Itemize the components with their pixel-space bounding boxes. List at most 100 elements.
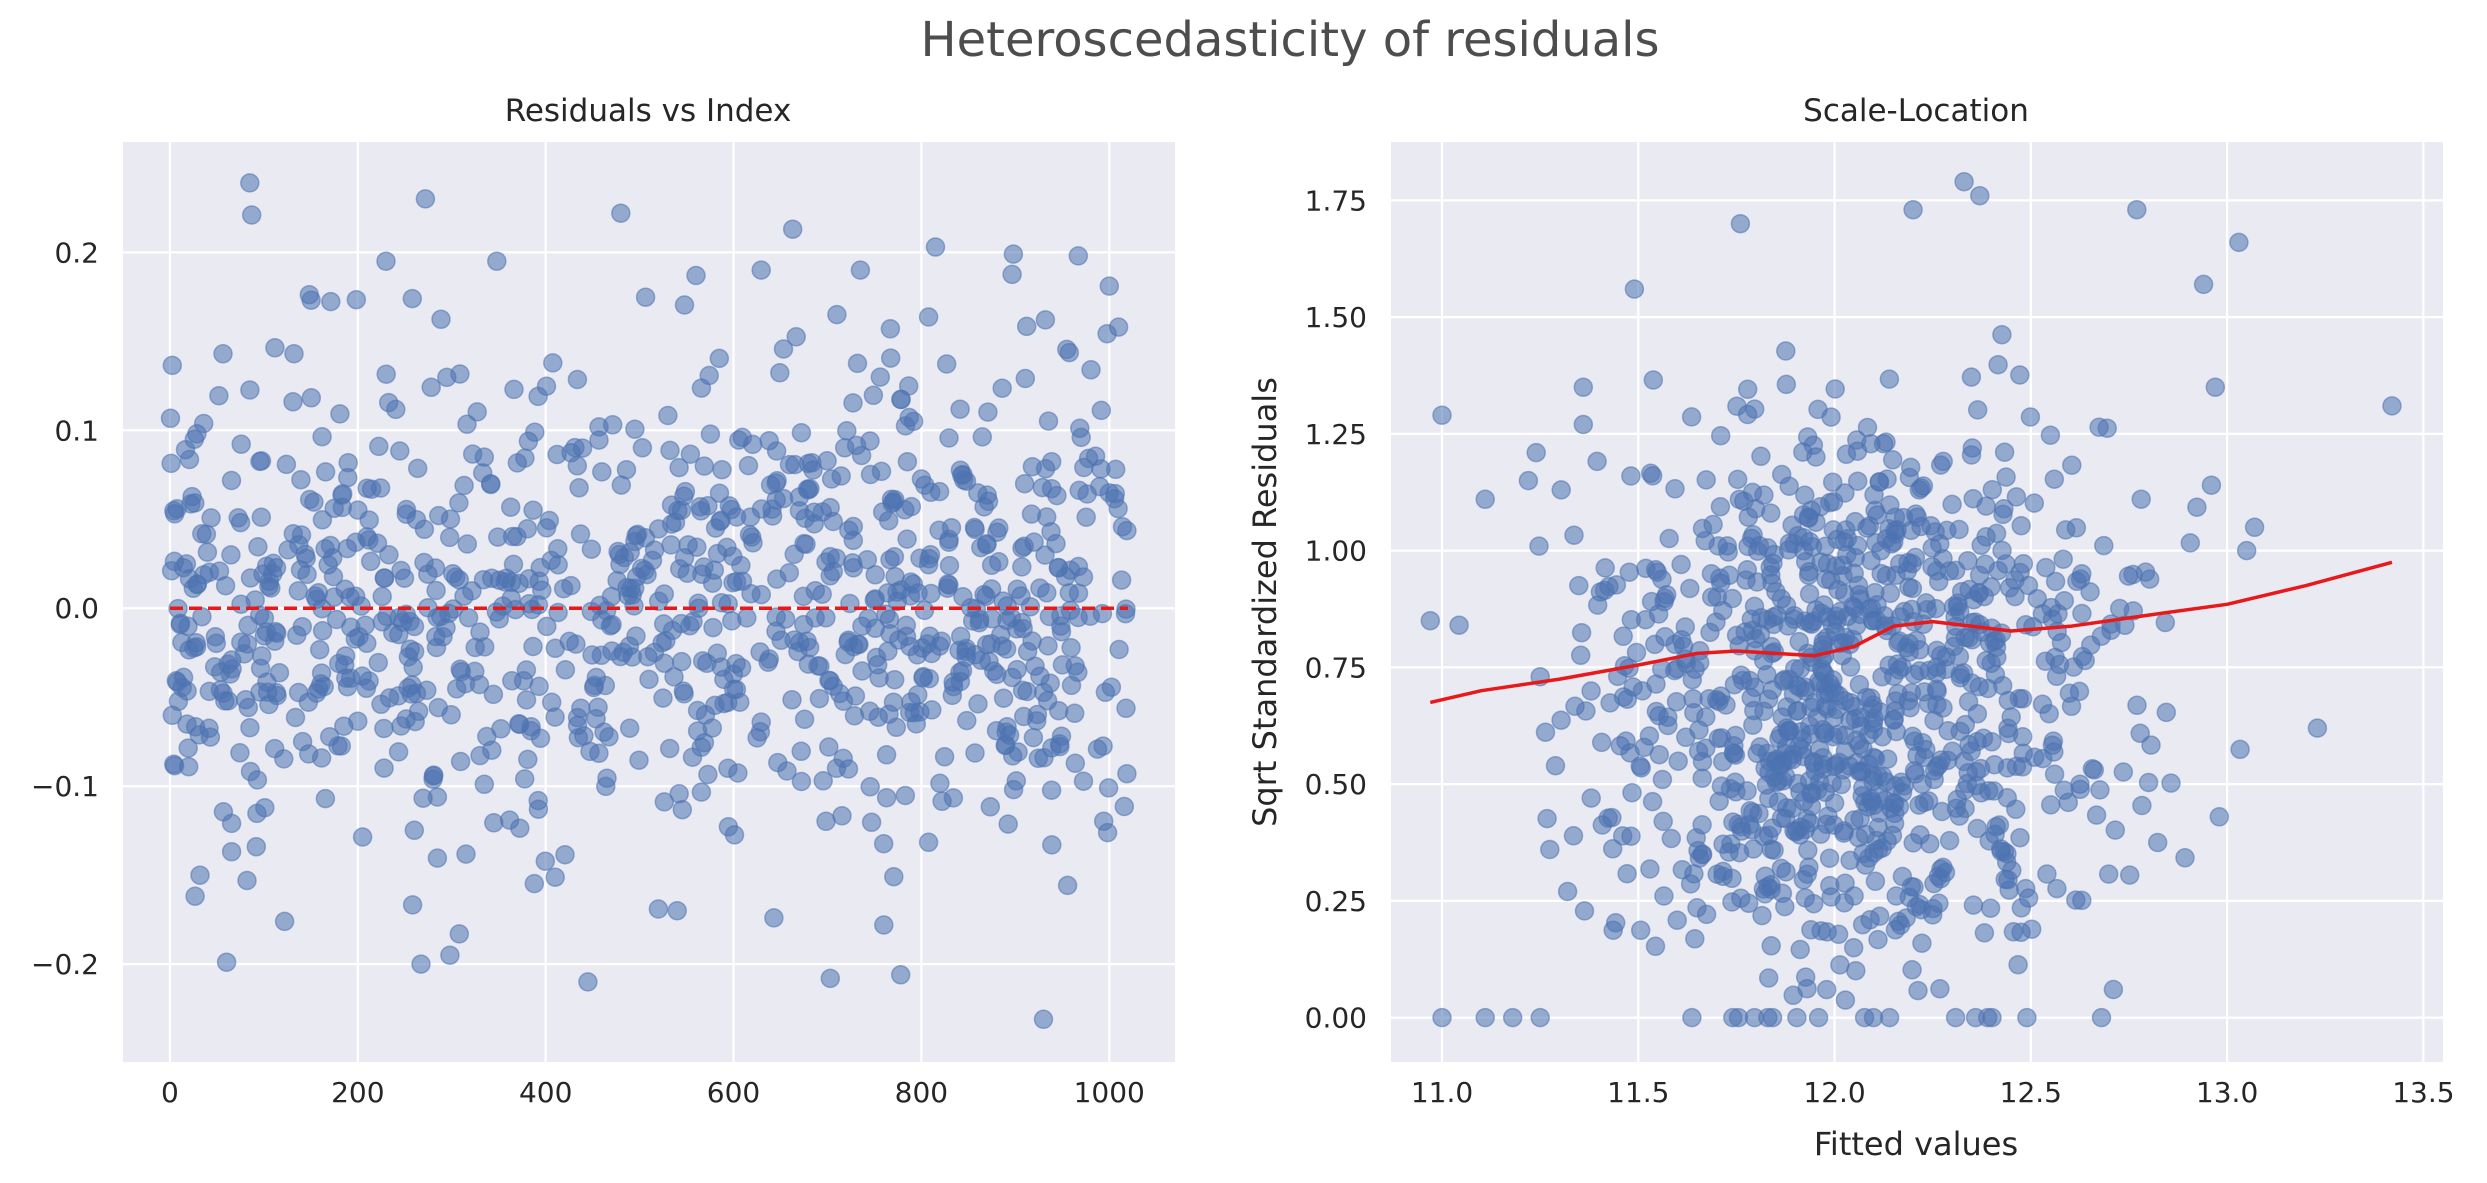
scatter-point <box>659 738 680 759</box>
scatter-point <box>918 832 939 853</box>
scatter-point <box>1868 817 1888 838</box>
scatter-point <box>2047 878 2067 899</box>
scatter-point <box>1788 525 1808 546</box>
scatter-point <box>2155 612 2176 633</box>
scatter-point <box>1967 400 1988 420</box>
scatter-point <box>1785 822 1806 842</box>
scatter-point <box>199 681 220 702</box>
scatter-point <box>1645 936 1666 957</box>
scatter-point <box>1565 696 1585 717</box>
scatter-point <box>1942 494 1962 515</box>
scatter-point <box>965 743 985 763</box>
scatter-point <box>278 540 298 560</box>
scatter-point <box>1099 276 1120 296</box>
scatter-point <box>1906 896 1927 917</box>
scatter-point <box>1752 905 1772 926</box>
scatter-point <box>586 709 606 729</box>
scatter-point <box>1574 901 1595 921</box>
scatter-point <box>374 718 394 739</box>
scatter-point <box>981 634 1001 654</box>
scatter-point <box>467 402 487 422</box>
y-tick-label: −0.2 <box>31 948 99 981</box>
scatter-point <box>1764 544 1784 565</box>
scatter-point <box>925 237 946 257</box>
scatter-point <box>2040 425 2061 445</box>
scatter-point <box>880 549 900 570</box>
scatter-point <box>1886 721 1907 742</box>
scatter-point <box>1821 570 1841 590</box>
scatter-point <box>402 895 423 915</box>
scatter-point <box>446 679 467 699</box>
scatter-point <box>565 437 585 458</box>
scatter-point <box>162 355 183 376</box>
scatter-point <box>1661 828 1682 849</box>
scatter-point <box>1007 659 1027 680</box>
scatter-point <box>240 380 260 400</box>
scatter-point <box>1976 650 1996 671</box>
scatter-point <box>1617 863 1637 884</box>
scatter-point <box>965 519 985 540</box>
scatter-point <box>974 497 994 517</box>
scatter-point <box>1933 857 1953 878</box>
x-axis-label-scale-location: Fitted values <box>1814 1125 2018 1163</box>
scatter-point <box>1707 864 1727 884</box>
scatter-point <box>201 508 221 528</box>
scatter-point <box>251 646 272 666</box>
scatter-point <box>918 307 939 327</box>
scatter-point <box>535 851 556 871</box>
scatter-point <box>718 817 739 837</box>
figure-title: Heteroscedasticity of residuals <box>921 12 1660 68</box>
scatter-point <box>1700 622 1720 643</box>
scatter-point <box>2058 792 2079 813</box>
scatter-point <box>817 451 837 471</box>
scatter-point <box>543 353 563 373</box>
scatter-point <box>794 709 815 730</box>
scatter-point <box>2062 455 2082 475</box>
scatter-point <box>952 660 973 681</box>
scatter-point <box>897 451 918 472</box>
scatter-point <box>1939 830 1960 851</box>
scatter-point <box>1944 636 1964 657</box>
scatter-point <box>1986 816 2006 837</box>
scatter-point <box>474 774 495 795</box>
scatter-point <box>865 618 886 639</box>
scatter-point <box>1996 852 2017 872</box>
scatter-point <box>1954 171 1974 192</box>
scatter-point <box>288 581 309 601</box>
scatter-point <box>1710 425 1731 446</box>
y-tick-label: 1.00 <box>1305 535 1367 568</box>
scatter-point <box>863 385 884 406</box>
scatter-point <box>816 811 836 832</box>
scatter-point <box>457 534 478 554</box>
scatter-point <box>2010 827 2030 848</box>
scatter-point <box>1563 826 1584 846</box>
scatter-point <box>624 596 644 616</box>
scatter-point <box>1038 636 1058 656</box>
scatter-point <box>773 339 794 359</box>
scatter-point <box>1502 1007 1523 1028</box>
scatter-point <box>2017 1007 2037 1028</box>
scatter-point <box>1703 514 1723 535</box>
scatter-point <box>1581 681 1601 701</box>
x-tick-label: 800 <box>895 1076 948 1109</box>
scatter-point <box>241 205 262 225</box>
scatter-point <box>1930 534 1950 554</box>
scatter-point <box>1047 485 1067 506</box>
scatter-point <box>569 478 589 498</box>
scatter-point <box>1928 571 1949 592</box>
scatter-point <box>998 814 1018 834</box>
scatter-point <box>1731 888 1751 908</box>
scatter-point <box>619 718 640 738</box>
scatter-point <box>669 457 689 478</box>
scatter-point <box>1659 528 1679 549</box>
scatter-point <box>1978 780 1999 801</box>
scatter-point <box>376 251 396 271</box>
scatter-point <box>1736 570 1756 590</box>
scatter-point <box>386 399 406 420</box>
scatter-point <box>2229 232 2249 253</box>
scatter-point <box>1795 967 1816 987</box>
scatter-point <box>221 470 242 491</box>
scatter-point <box>1551 480 1571 500</box>
scatter-point <box>1777 718 1797 738</box>
scatter-point <box>687 700 708 721</box>
